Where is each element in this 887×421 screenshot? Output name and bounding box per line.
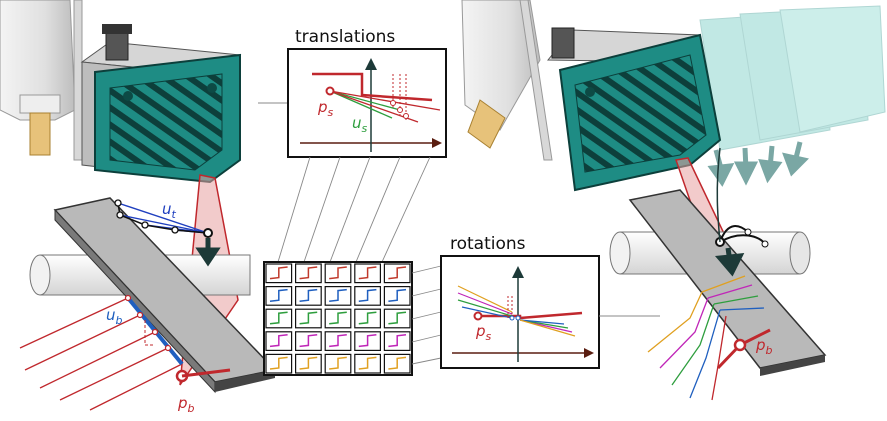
mount-bracket	[73, 0, 83, 161]
step-profile	[388, 311, 407, 325]
step-profile	[299, 288, 318, 302]
label-p-b-right: pb	[755, 336, 773, 357]
endpoint-circle-icon	[203, 228, 213, 238]
step-profile	[358, 334, 377, 348]
mount-screw	[29, 112, 51, 156]
label-u-t: ut	[162, 200, 177, 221]
rotation-links	[411, 265, 442, 365]
right-scene: pb	[461, 0, 886, 401]
u-b-lines	[19, 297, 183, 411]
metal-plate-right	[628, 189, 827, 376]
label-p-b-left: pb	[177, 394, 195, 415]
down-arrow-icon	[195, 238, 221, 267]
step-profile	[388, 356, 407, 370]
translation-links	[277, 156, 431, 263]
step-profile	[269, 266, 288, 280]
step-profile	[299, 311, 318, 325]
step-profile	[329, 266, 347, 280]
label-p-s-translations: ps	[317, 98, 334, 119]
rotation-profiles	[647, 275, 765, 401]
step-profile	[329, 288, 347, 302]
step-profile	[358, 288, 377, 302]
step-profile	[299, 266, 318, 280]
rotations-panel: rotations ps	[440, 234, 600, 369]
step-profile	[329, 334, 347, 348]
step-profile	[358, 266, 377, 280]
step-profile	[269, 356, 288, 370]
down-arrow-icon	[714, 247, 745, 277]
laser-sensor-left	[80, 24, 242, 184]
connector	[105, 29, 129, 61]
step-profile	[388, 334, 407, 348]
mount-ring	[19, 94, 61, 114]
mount-pole	[0, 0, 76, 121]
translations-title: translations	[295, 27, 395, 47]
step-profile	[358, 356, 377, 370]
step-profile	[388, 266, 407, 280]
endpoint-circle-icon	[733, 338, 747, 352]
sensor-motion-ghosts	[699, 5, 886, 151]
mount-pole-right	[461, 0, 541, 131]
label-p-s-rotations: ps	[475, 322, 492, 343]
profile-grid	[263, 261, 413, 376]
label-u-s: us	[352, 114, 368, 135]
step-profile	[329, 311, 347, 325]
step-profile	[299, 356, 318, 370]
step-profile	[269, 288, 288, 302]
step-profile	[269, 334, 288, 348]
translations-panel: translations ps us	[287, 27, 447, 158]
step-profile	[388, 288, 407, 302]
step-profile	[299, 334, 318, 348]
step-profile	[269, 311, 288, 325]
step-profile	[329, 356, 347, 370]
laser-sensor-right	[546, 27, 722, 192]
rotations-title: rotations	[450, 234, 526, 254]
label-u-b: ub	[106, 306, 123, 327]
left-scene: ut ub pb	[0, 0, 277, 415]
step-profile	[358, 311, 377, 325]
